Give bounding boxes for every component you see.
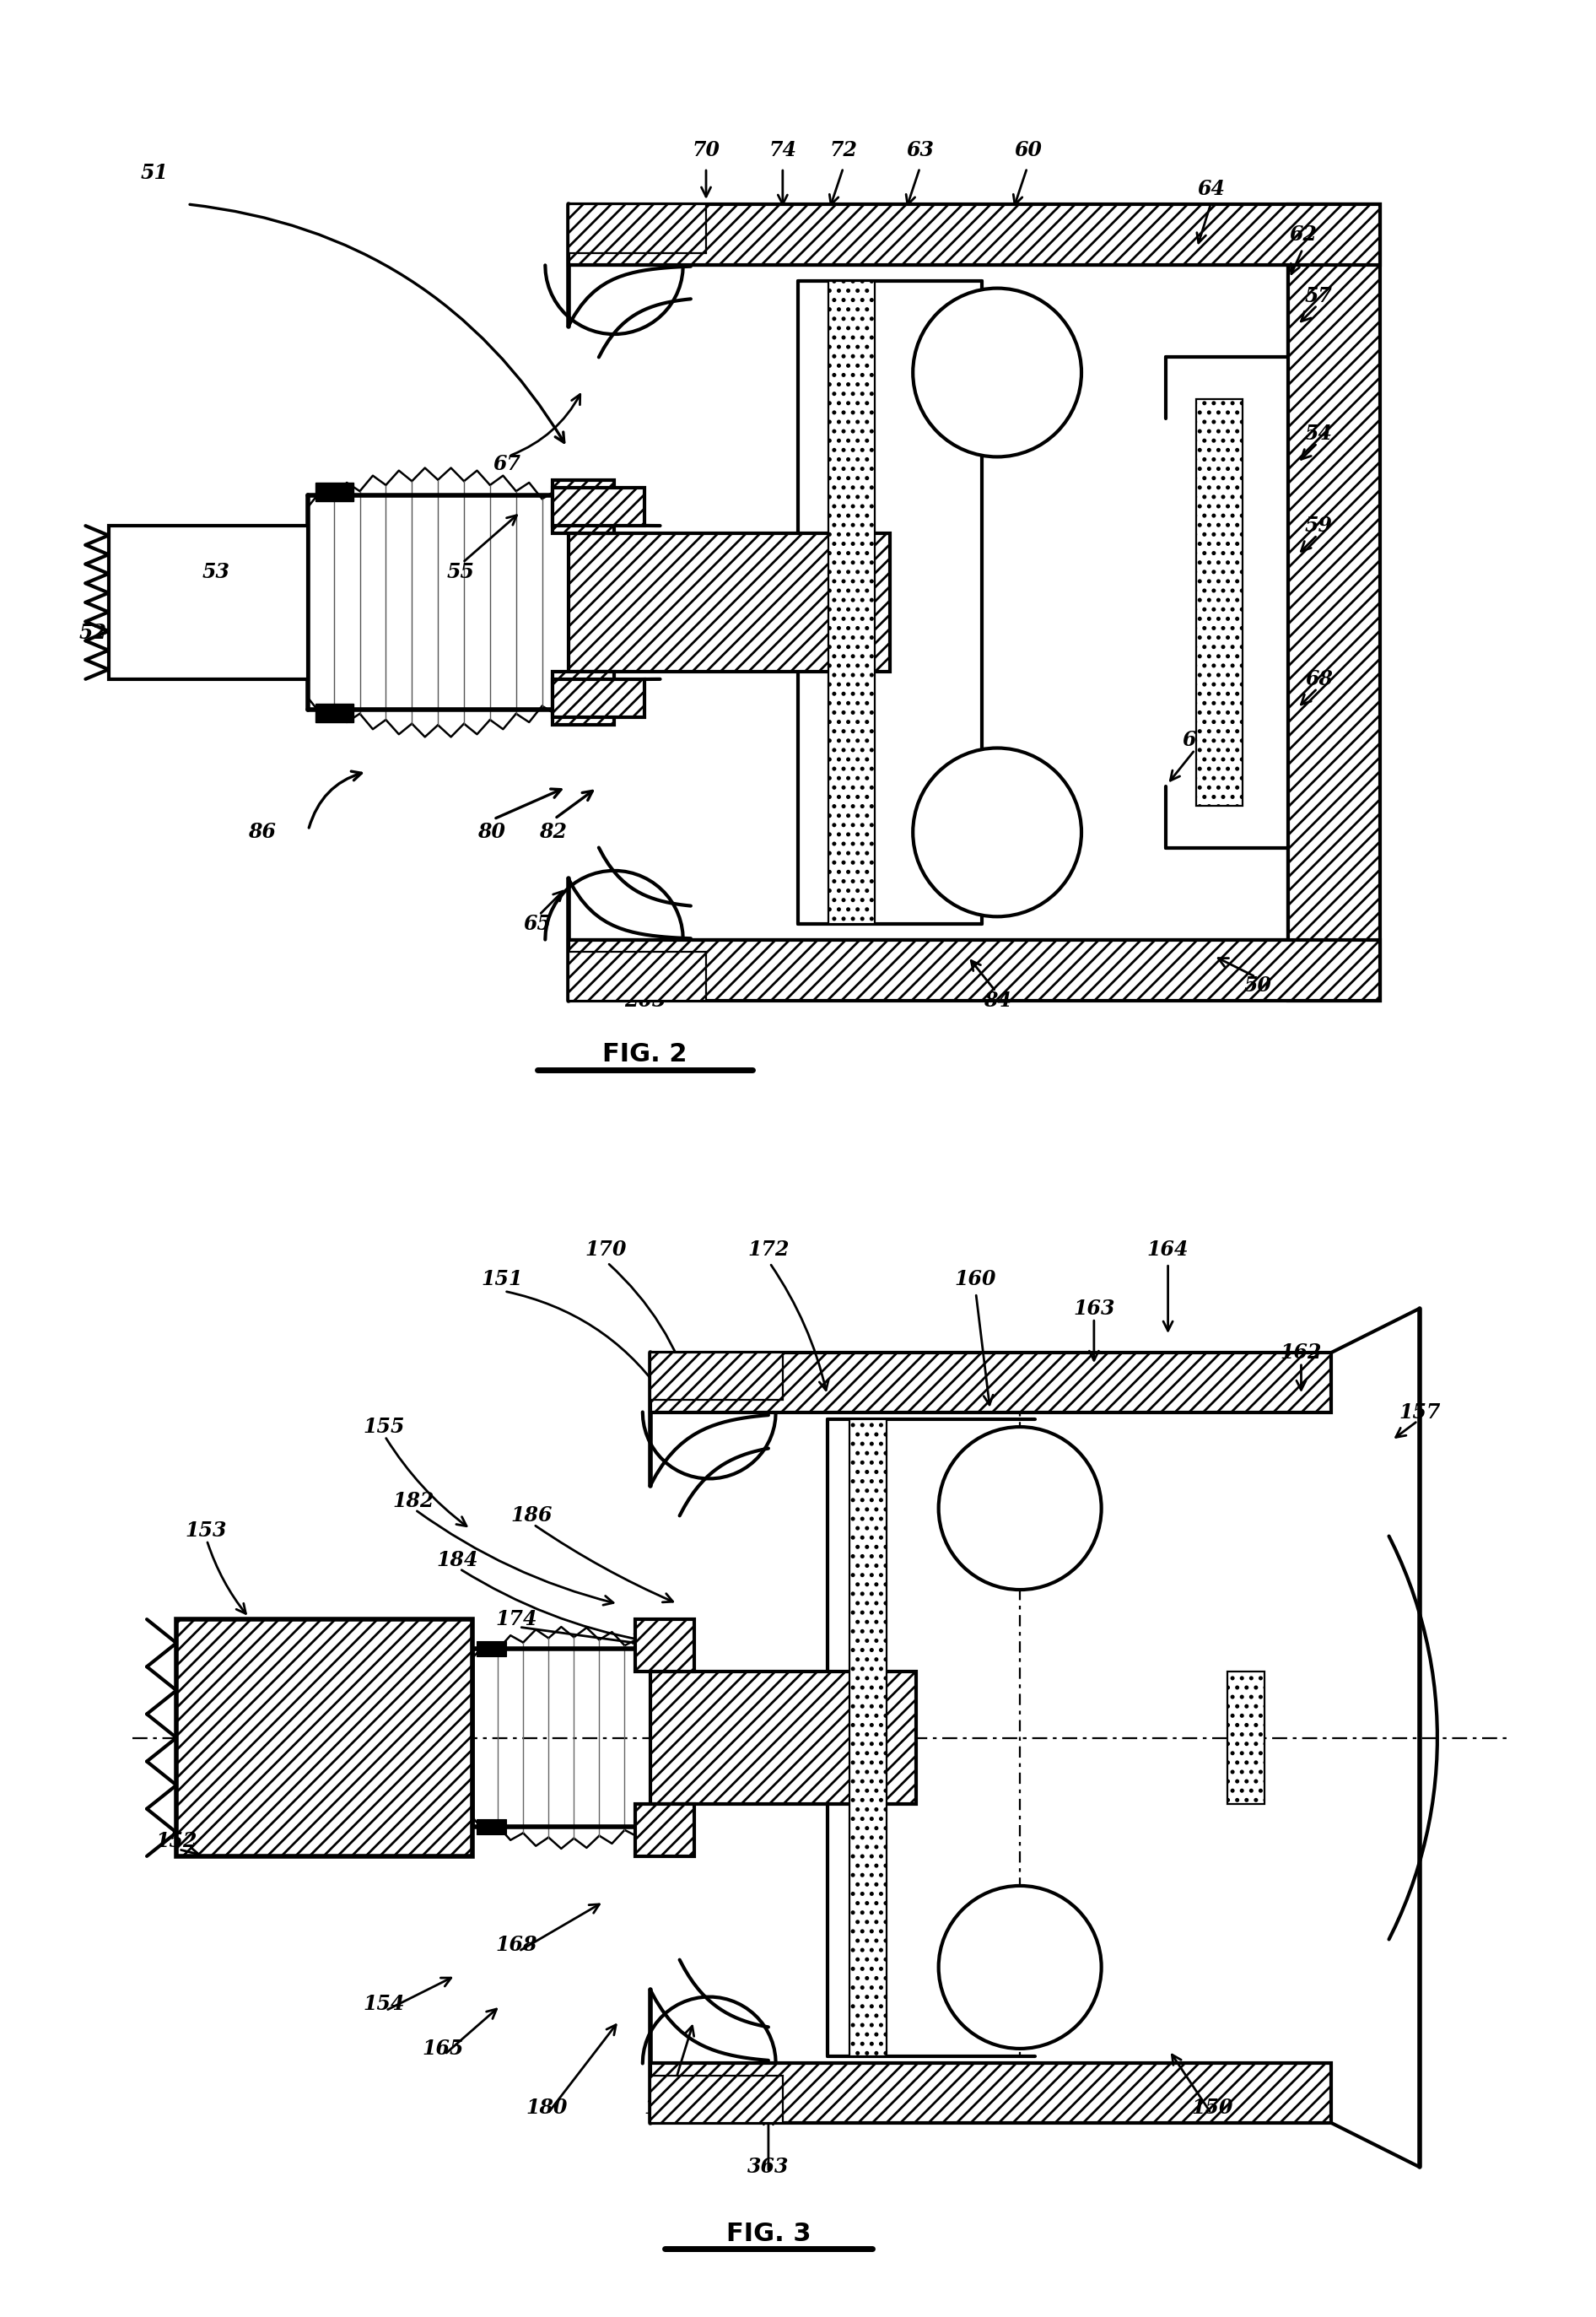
Text: 152: 152	[155, 1830, 198, 1851]
Bar	[635, 1805, 694, 1856]
Text: 186: 186	[511, 1506, 552, 1527]
Text: 72: 72	[830, 141, 859, 160]
Text: FIG. 3: FIG. 3	[726, 2222, 811, 2245]
Text: 157: 157	[1398, 1402, 1441, 1423]
Text: 51: 51	[140, 162, 169, 183]
Text: 184: 184	[437, 1550, 479, 1571]
Bar	[477, 1819, 506, 1835]
Text: 57: 57	[1306, 285, 1333, 306]
Text: 52: 52	[80, 623, 107, 644]
Text: 62: 62	[1290, 225, 1318, 246]
Text: 84: 84	[983, 992, 1012, 1010]
Text: 163: 163	[1073, 1298, 1116, 1318]
Bar	[552, 480, 614, 533]
Text: 80: 80	[477, 823, 506, 843]
Circle shape	[938, 1427, 1101, 1589]
Bar	[552, 679, 645, 718]
Text: 153: 153	[185, 1520, 227, 1541]
Text: 154: 154	[362, 1995, 404, 2013]
Text: 263: 263	[624, 992, 666, 1010]
Text: 50: 50	[1243, 975, 1272, 996]
Text: 363: 363	[747, 2157, 790, 2178]
Bar	[650, 2076, 784, 2122]
Text: 180: 180	[525, 2097, 567, 2118]
Text: 182: 182	[393, 1490, 434, 1511]
Text: 172: 172	[747, 1240, 790, 1260]
Bar	[316, 482, 354, 500]
Text: 64: 64	[1197, 178, 1226, 199]
Bar	[568, 204, 1381, 264]
Text: 86: 86	[247, 823, 276, 843]
Bar	[1197, 399, 1242, 806]
Circle shape	[938, 1886, 1101, 2048]
Bar	[635, 1620, 694, 1671]
Text: 59: 59	[1306, 517, 1333, 535]
Bar	[828, 280, 875, 924]
Text: 65: 65	[523, 915, 552, 934]
Text: 82: 82	[539, 823, 567, 843]
Text: 54: 54	[1306, 424, 1333, 445]
Text: 167: 167	[643, 2097, 686, 2118]
Text: 164: 164	[1148, 1240, 1189, 1260]
Bar	[316, 704, 354, 723]
Bar	[568, 941, 1381, 1001]
Bar	[477, 1640, 506, 1657]
Text: 70: 70	[693, 141, 720, 160]
Text: 174: 174	[496, 1610, 538, 1629]
Text: 160: 160	[954, 1270, 996, 1288]
Text: 162: 162	[1280, 1344, 1321, 1362]
Text: 68: 68	[1306, 670, 1333, 688]
Bar	[650, 1353, 1331, 1411]
Text: 165: 165	[421, 2039, 464, 2060]
Text: 170: 170	[584, 1240, 627, 1260]
Bar	[177, 1620, 472, 1856]
Circle shape	[913, 287, 1082, 456]
Bar	[568, 533, 891, 672]
Text: 151: 151	[480, 1270, 523, 1288]
Text: 168: 168	[496, 1935, 538, 1956]
Text: 66: 66	[1183, 730, 1210, 751]
Bar	[1288, 204, 1381, 1001]
Text: 55: 55	[447, 561, 476, 582]
Bar	[552, 487, 645, 526]
Bar	[552, 672, 614, 725]
Text: 155: 155	[362, 1416, 404, 1437]
Bar	[109, 526, 308, 679]
Text: 74: 74	[769, 141, 796, 160]
Bar	[650, 1353, 784, 1399]
Text: 60: 60	[1013, 141, 1042, 160]
Bar	[650, 2064, 1331, 2122]
Bar	[568, 204, 705, 253]
Bar	[568, 952, 705, 1001]
Text: 150: 150	[1192, 2097, 1234, 2118]
Text: FIG. 2: FIG. 2	[602, 1043, 688, 1066]
Bar	[1227, 1671, 1264, 1805]
Bar	[650, 1671, 916, 1805]
Bar	[849, 1420, 887, 2055]
Text: 53: 53	[201, 561, 230, 582]
Text: 67: 67	[493, 454, 520, 475]
Circle shape	[913, 748, 1082, 918]
Text: 63: 63	[907, 141, 935, 160]
